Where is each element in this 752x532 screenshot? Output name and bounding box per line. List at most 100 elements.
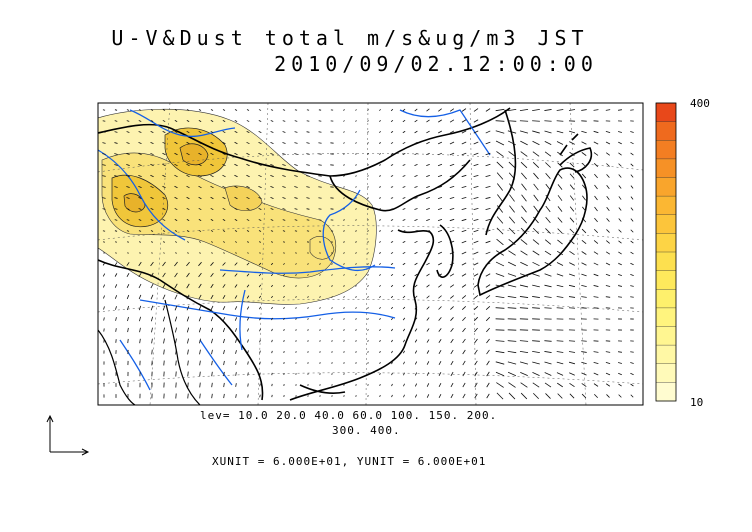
wind-vector bbox=[437, 207, 443, 211]
wind-vector bbox=[294, 131, 298, 133]
wind-vector bbox=[378, 241, 382, 243]
wind-vector bbox=[449, 262, 455, 266]
wind-vector bbox=[259, 383, 261, 387]
wind-vector bbox=[508, 151, 516, 157]
map-frame bbox=[97, 102, 644, 406]
wind-vector bbox=[390, 252, 394, 254]
wind-vector bbox=[593, 361, 599, 365]
dust-concentration-shading bbox=[98, 108, 377, 305]
chart-title-line2: 2010/09/02.12:00:00 bbox=[274, 52, 598, 76]
wind-vector bbox=[519, 350, 529, 354]
wind-vector bbox=[186, 327, 190, 333]
wind-vector bbox=[486, 349, 490, 355]
wind-vector bbox=[235, 252, 237, 254]
wind-vector bbox=[294, 153, 298, 155]
wind-vector bbox=[114, 164, 118, 166]
wind-vector bbox=[544, 109, 552, 111]
wind-vector bbox=[532, 372, 540, 376]
wind-vector bbox=[306, 186, 310, 188]
wind-vector bbox=[367, 307, 369, 309]
wind-vector bbox=[318, 153, 322, 155]
wind-vector bbox=[114, 131, 118, 133]
wind-vector bbox=[486, 393, 490, 399]
wind-vector bbox=[271, 328, 273, 332]
wind-vector bbox=[532, 340, 540, 342]
wind-vector bbox=[556, 141, 564, 145]
wind-vector bbox=[187, 371, 189, 377]
wind-vector bbox=[461, 152, 467, 156]
wind-vector bbox=[246, 262, 250, 266]
wind-vector bbox=[569, 262, 575, 266]
wind-vector bbox=[271, 350, 273, 354]
wind-vector bbox=[450, 295, 454, 299]
wind-vector bbox=[520, 382, 528, 388]
wind-vector bbox=[210, 316, 214, 322]
wind-vector bbox=[343, 296, 345, 298]
wind-vector bbox=[198, 219, 202, 221]
wind-vector bbox=[307, 263, 309, 265]
wind-vector bbox=[102, 197, 106, 199]
wind-vector bbox=[521, 216, 527, 224]
wind-vector bbox=[283, 339, 285, 343]
wind-vector bbox=[606, 163, 610, 167]
wind-vector bbox=[532, 284, 540, 288]
wind-vector bbox=[402, 295, 406, 299]
wind-vector bbox=[271, 295, 273, 299]
chart-title-line1: U-V&Dust total m/s&ug/m3 JST bbox=[111, 26, 589, 50]
wind-vector bbox=[258, 141, 262, 145]
wind-vector bbox=[162, 208, 166, 210]
wind-vector bbox=[343, 186, 345, 188]
wind-vector bbox=[402, 130, 406, 134]
wind-vector bbox=[174, 219, 178, 221]
colorbar bbox=[656, 102, 676, 402]
wind-vector bbox=[495, 273, 505, 277]
wind-vector bbox=[618, 383, 622, 387]
wind-vector bbox=[461, 273, 467, 277]
wind-vector bbox=[235, 394, 237, 398]
wind-vector bbox=[390, 175, 394, 177]
wind-vector bbox=[295, 340, 297, 342]
wind-vector bbox=[544, 262, 552, 266]
wind-vector bbox=[283, 263, 285, 265]
wind-vector bbox=[210, 262, 214, 266]
wind-vector bbox=[259, 394, 261, 398]
wind-vector bbox=[507, 371, 517, 377]
wind-vector bbox=[282, 175, 286, 177]
wind-vector bbox=[414, 273, 418, 277]
colorbar-min-label: 10 bbox=[690, 396, 704, 409]
wind-vector bbox=[162, 174, 166, 178]
wind-vector bbox=[367, 164, 369, 166]
wind-vector bbox=[594, 173, 598, 179]
vector-units-label: XUNIT = 6.000E+01, YUNIT = 6.000E+01 bbox=[212, 455, 487, 468]
wind-vector bbox=[258, 152, 262, 156]
wind-vector bbox=[114, 142, 118, 144]
wind-vector bbox=[485, 284, 491, 288]
wind-vector bbox=[367, 175, 369, 177]
wind-vector bbox=[545, 173, 551, 179]
wind-vector bbox=[150, 261, 154, 267]
wind-vector bbox=[355, 329, 357, 331]
wind-vector bbox=[126, 219, 130, 221]
wind-vector bbox=[630, 383, 634, 387]
wind-vector bbox=[462, 316, 466, 322]
wind-vector bbox=[174, 130, 178, 134]
wind-vector bbox=[246, 109, 250, 111]
wind-vector bbox=[199, 360, 201, 366]
wind-vector bbox=[593, 372, 599, 376]
wind-vector bbox=[102, 284, 106, 288]
wind-vector bbox=[102, 164, 106, 166]
wind-vector bbox=[127, 338, 129, 344]
wind-vector bbox=[343, 230, 345, 232]
wind-vector bbox=[175, 349, 177, 355]
wind-vector bbox=[223, 393, 225, 399]
wind-vector bbox=[462, 360, 466, 366]
wind-vector bbox=[532, 151, 540, 157]
wind-vector bbox=[151, 338, 153, 344]
wind-vector bbox=[246, 317, 250, 321]
wind-vector bbox=[391, 383, 393, 387]
wind-vector bbox=[520, 161, 528, 169]
wind-vector bbox=[294, 175, 298, 177]
wind-vector bbox=[461, 130, 467, 134]
wind-vector bbox=[414, 328, 418, 332]
wind-vector bbox=[520, 261, 528, 267]
